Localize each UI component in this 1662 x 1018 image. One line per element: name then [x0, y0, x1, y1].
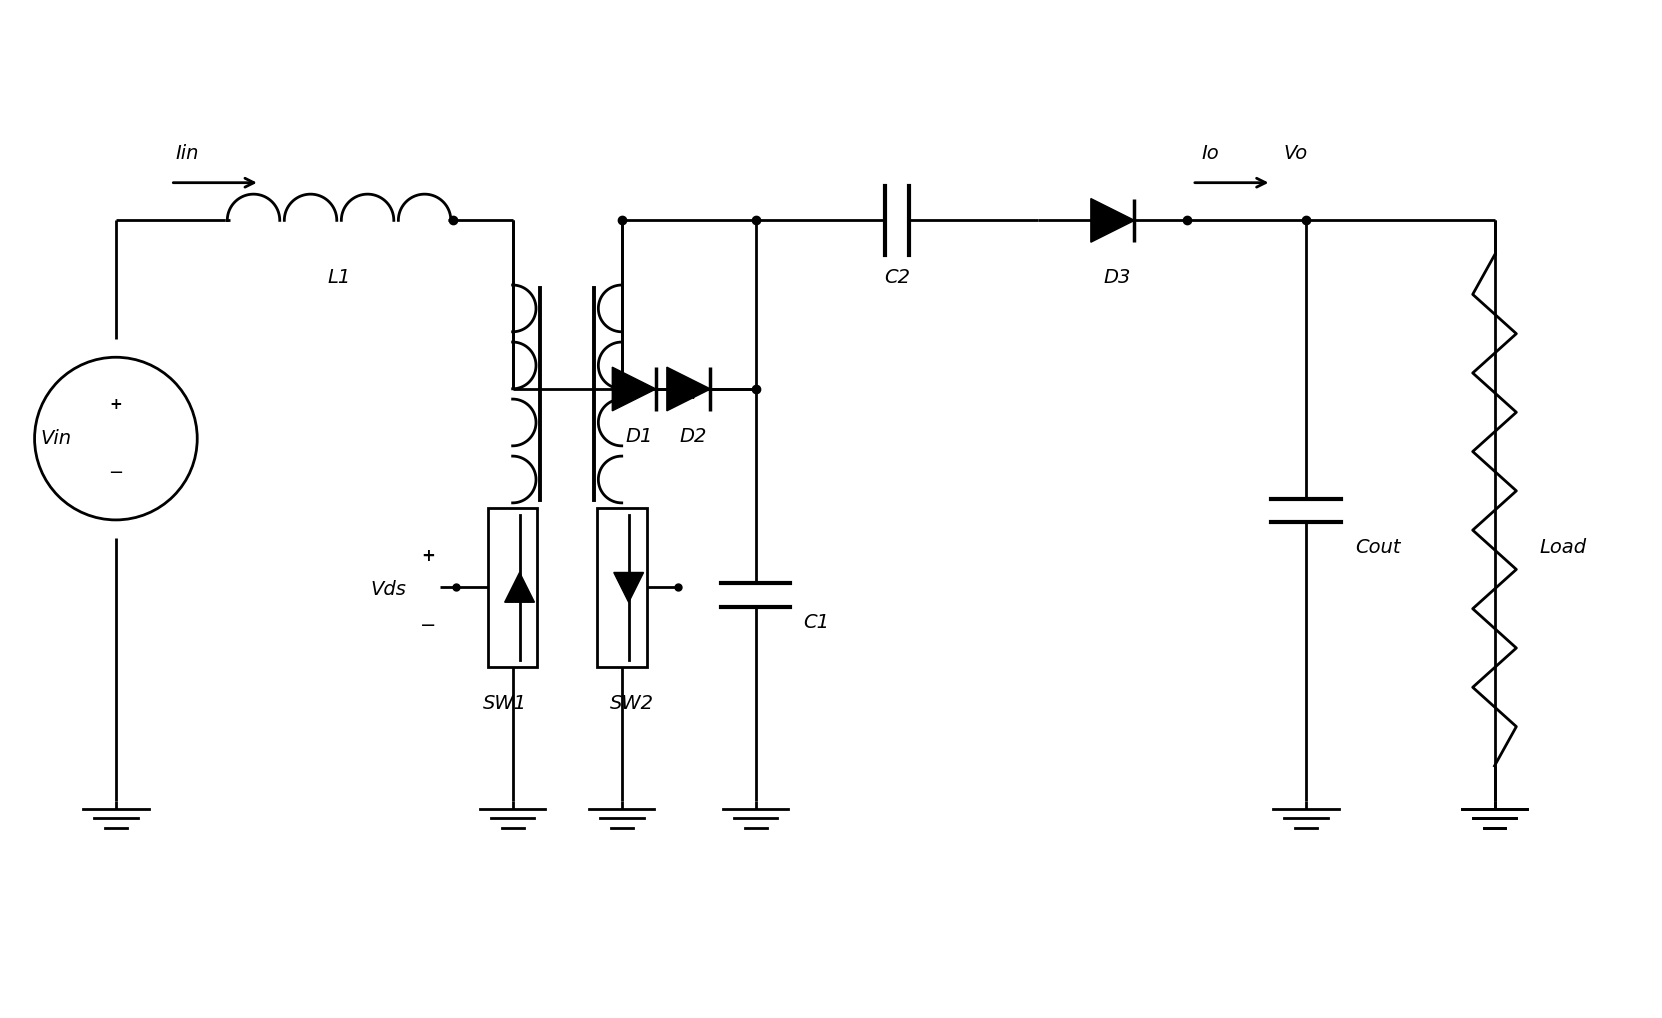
- Text: Load: Load: [1539, 539, 1586, 557]
- Text: +: +: [110, 397, 123, 412]
- Bar: [489, 508, 537, 667]
- Text: SW2: SW2: [610, 694, 653, 714]
- Text: +: +: [422, 547, 435, 565]
- Text: Cout: Cout: [1356, 539, 1401, 557]
- Polygon shape: [612, 367, 656, 411]
- Text: −: −: [108, 464, 123, 482]
- Text: Tm: Tm: [666, 385, 698, 403]
- Text: Vo: Vo: [1283, 144, 1308, 163]
- Text: −: −: [420, 616, 437, 634]
- Bar: [597, 508, 647, 667]
- Polygon shape: [505, 572, 535, 603]
- Text: D2: D2: [680, 427, 708, 446]
- Text: Vds: Vds: [371, 580, 407, 599]
- Text: D1: D1: [625, 427, 653, 446]
- Text: C1: C1: [803, 613, 829, 631]
- Text: Io: Io: [1202, 144, 1220, 163]
- Text: SW1: SW1: [482, 694, 527, 714]
- Polygon shape: [613, 572, 643, 603]
- Text: L1: L1: [327, 268, 351, 287]
- Polygon shape: [1090, 199, 1135, 242]
- Text: C2: C2: [884, 268, 911, 287]
- Text: D3: D3: [1104, 268, 1132, 287]
- Text: Vin: Vin: [40, 429, 71, 448]
- Polygon shape: [666, 367, 710, 411]
- Text: Iin: Iin: [176, 144, 199, 163]
